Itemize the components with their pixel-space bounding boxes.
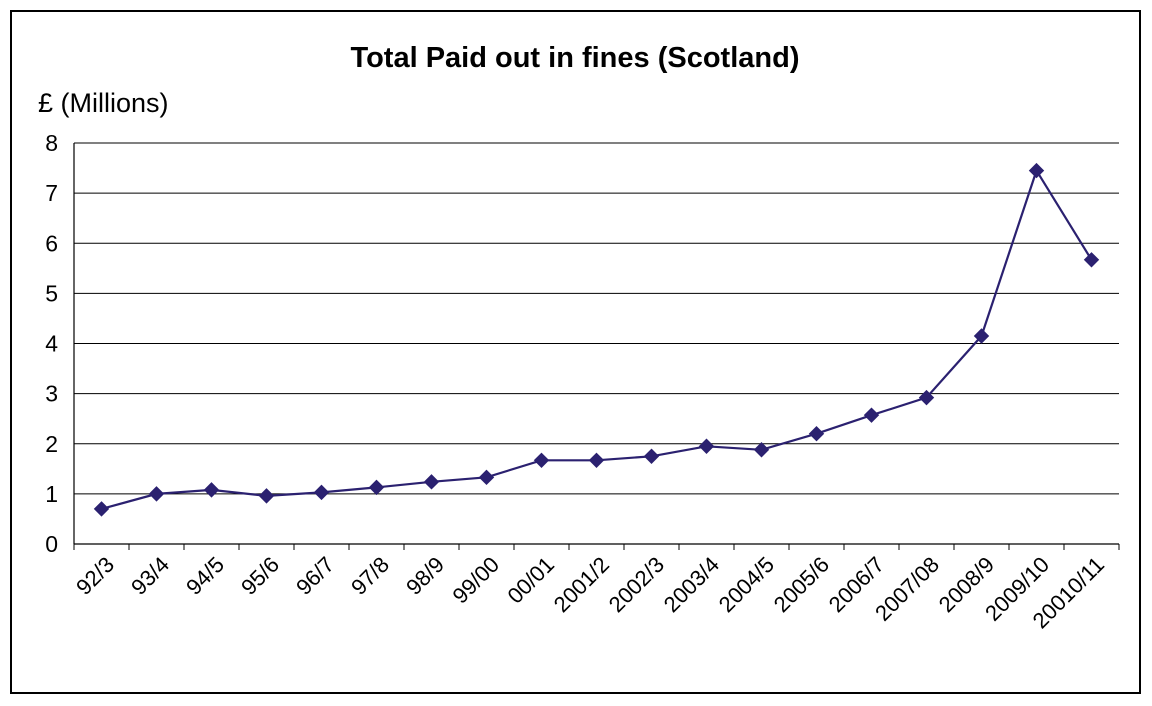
- data-series: [93, 162, 1100, 517]
- x-tick-label: 93/4: [126, 552, 174, 600]
- data-point-marker: [1028, 162, 1045, 179]
- y-tick-label: 4: [45, 331, 58, 357]
- y-tick-labels: 0 1 2 3 4 5 6 7 8: [45, 130, 58, 557]
- x-tick-label: 2005/6: [769, 552, 834, 617]
- x-tick-label: 2002/3: [604, 552, 669, 617]
- data-point-marker: [753, 442, 770, 458]
- data-point-marker: [533, 452, 550, 468]
- y-tick-label: 7: [45, 180, 58, 206]
- data-point-marker: [423, 474, 440, 490]
- y-tick-label: 1: [45, 481, 58, 507]
- data-point-marker: [863, 407, 880, 423]
- x-tick-label: 99/00: [447, 552, 504, 609]
- y-tick-label: 8: [45, 130, 58, 156]
- x-tick-label: 2004/5: [714, 552, 779, 617]
- x-tick-label: 97/8: [346, 552, 394, 600]
- data-point-marker: [148, 486, 165, 502]
- x-tick-label: 2003/4: [659, 552, 724, 617]
- x-tick-label: 95/6: [236, 552, 284, 600]
- data-point-marker: [203, 482, 220, 498]
- data-point-marker: [808, 426, 825, 442]
- x-tick-label: 94/5: [181, 552, 229, 600]
- axes: [73, 143, 1120, 550]
- x-tick-label: 92/3: [71, 552, 119, 600]
- y-tick-label: 0: [45, 531, 58, 557]
- gridlines: [74, 142, 1119, 495]
- x-tick-label: 96/7: [291, 552, 339, 600]
- data-point-marker: [478, 469, 495, 486]
- data-point-marker: [973, 328, 990, 344]
- data-point-marker: [313, 484, 330, 501]
- y-tick-label: 2: [45, 431, 58, 457]
- y-tick-label: 6: [45, 230, 58, 256]
- x-tick-labels: 92/3 93/4 94/5 95/6 96/7 97/8 98/999/0000/0120…: [71, 552, 1109, 633]
- y-tick-label: 3: [45, 381, 58, 407]
- data-point-marker: [588, 452, 605, 468]
- x-tick-label: 2001/2: [549, 552, 614, 617]
- data-point-marker: [258, 488, 275, 504]
- y-axis-label: £ (Millions): [38, 88, 169, 118]
- x-tick-label: 98/9: [401, 552, 449, 600]
- chart-frame: Total Paid out in fines (Scotland) £ (Mi…: [10, 10, 1141, 694]
- y-tick-label: 5: [45, 280, 58, 306]
- data-point-marker: [368, 479, 385, 496]
- data-point-marker: [698, 438, 715, 454]
- data-point-marker: [643, 448, 660, 464]
- data-point-marker: [918, 389, 935, 406]
- chart-title: Total Paid out in fines (Scotland): [351, 42, 800, 74]
- data-point-marker: [93, 501, 110, 517]
- data-point-marker: [1083, 252, 1100, 268]
- line-chart: Total Paid out in fines (Scotland) £ (Mi…: [38, 42, 1120, 633]
